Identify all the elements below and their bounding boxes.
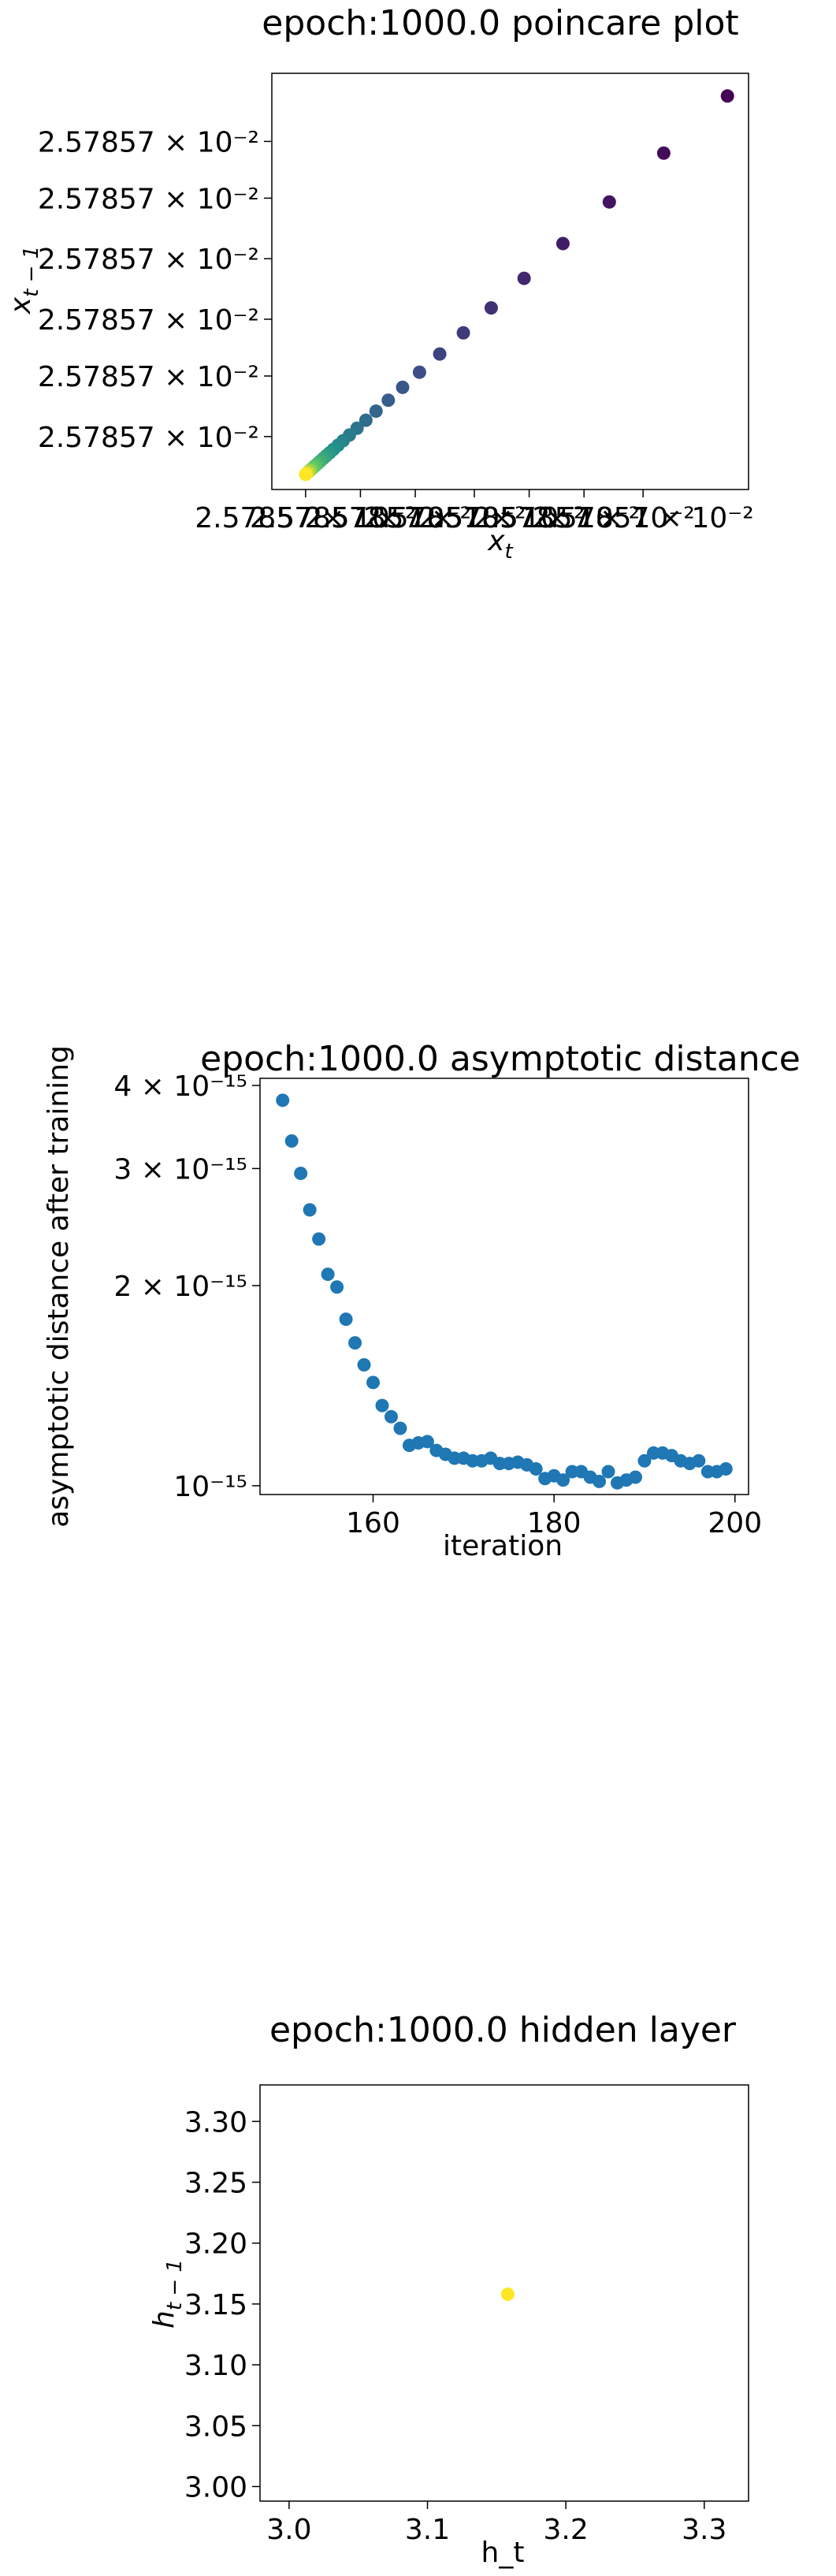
plot-frame	[271, 73, 749, 490]
data-point	[637, 1454, 652, 1468]
x-tick-label: 3.2	[544, 2514, 589, 2546]
data-point	[375, 1398, 389, 1413]
data-point	[517, 271, 531, 285]
data-point	[529, 1461, 543, 1476]
x-tick-label: 200	[708, 1507, 762, 1539]
chart-title: epoch:1000.0 hidden layer	[269, 2010, 737, 2050]
data-point	[330, 1280, 344, 1294]
x-tick-label: 2.57857 × 10⁻²	[474, 502, 695, 534]
data-point	[719, 1461, 733, 1476]
x-axis: 3.0 3.1 3.2 3.3	[266, 2501, 726, 2546]
x-tick-label: 3.1	[405, 2514, 450, 2546]
data-point	[484, 301, 498, 315]
x-tick-label: 2.57857 × 10⁻²	[533, 502, 754, 534]
y-tick-label: 2.57857 × 10⁻²	[38, 304, 259, 337]
x-tick-label: 180	[527, 1507, 581, 1539]
data-point	[366, 1375, 381, 1390]
y-tick-label: 2.57857 × 10⁻²	[38, 183, 259, 215]
y-tick-label: 3.00	[184, 2471, 247, 2503]
data-point	[359, 413, 373, 427]
x-axis-label-subscript: t	[505, 540, 514, 564]
data-point	[601, 1465, 615, 1479]
y-tick-label: 3.25	[184, 2168, 247, 2200]
svg-text:ht − 1: ht − 1	[148, 2259, 187, 2328]
y-tick-label: 2.57857 × 10⁻²	[38, 244, 259, 276]
data-point	[556, 1473, 570, 1487]
data-point	[369, 404, 383, 419]
y-axis-label: asymptotic distance after training	[43, 1045, 75, 1528]
y-tick-label: 2.57857 × 10⁻²	[38, 422, 259, 454]
y-axis-label-subscript: t − 1	[20, 246, 43, 297]
x-axis: 2.57857 × 10⁻²2.57857 × 10⁻²2.57857 × 10…	[195, 490, 754, 534]
data-point	[294, 1167, 308, 1181]
plot-frame	[259, 2084, 749, 2502]
y-axis: 10⁻¹⁵ 2 × 10⁻¹⁵ 3 × 10⁻¹⁵ 4 × 10⁻¹⁵	[113, 1070, 260, 1503]
data-point	[433, 347, 447, 361]
y-axis: 3.00 3.05 3.10 3.15 3.20 3.25 3.30	[184, 2106, 260, 2503]
y-tick-label: 2 × 10⁻¹⁵	[113, 1271, 247, 1303]
data-point	[348, 1336, 362, 1350]
data-point	[692, 1454, 706, 1468]
y-tick-label: 3.05	[184, 2410, 247, 2443]
y-tick-label: 3.30	[184, 2106, 247, 2139]
data-point	[393, 1421, 407, 1435]
data-point	[357, 1357, 371, 1372]
x-tick-label: 2.57857 × 10⁻²	[304, 502, 526, 534]
x-axis-label: iteration	[443, 1530, 563, 1562]
data-point	[284, 1134, 299, 1148]
x-tick-label: 160	[346, 1507, 400, 1539]
poincare-plot: epoch:1000.0 poincare plot 2.57857 × 10⁻…	[5, 3, 754, 564]
data-point	[602, 195, 616, 209]
hidden-layer-plot: epoch:1000.0 hidden layer 3.0 3.1 3.2 3.3 3…	[148, 2010, 749, 2569]
asymptotic-distance-plot: epoch:1000.0 asymptotic distance 160 180 2…	[43, 1039, 801, 1562]
y-tick-label: 4 × 10⁻¹⁵	[113, 1070, 247, 1103]
y-tick-label: 10⁻¹⁵	[173, 1471, 247, 1503]
data-point	[276, 1093, 290, 1107]
data-point	[303, 1203, 317, 1217]
data-point	[381, 393, 396, 408]
data-point	[628, 1470, 642, 1484]
data-point	[339, 1312, 353, 1327]
y-tick-label: 3.15	[184, 2289, 247, 2321]
y-axis: 2.57857 × 10⁻² 2.57857 × 10⁻² 2.57857 × 10…	[38, 126, 272, 454]
data-point	[456, 326, 470, 340]
data-point	[656, 146, 671, 160]
x-tick-label: 3.0	[266, 2514, 311, 2546]
data-point	[396, 380, 410, 394]
chart-title: epoch:1000.0 asymptotic distance	[200, 1039, 801, 1079]
data-point	[412, 365, 426, 379]
x-tick-label: 3.3	[682, 2514, 726, 2546]
data-point	[555, 236, 570, 251]
data-points	[500, 2288, 515, 2302]
chart-title: epoch:1000.0 poincare plot	[262, 3, 738, 43]
data-points	[276, 1093, 733, 1490]
data-point	[384, 1409, 398, 1424]
x-tick-label: 2.57857 × 10⁻²	[363, 502, 585, 534]
y-tick-label: 2.57857 × 10⁻²	[38, 126, 259, 158]
data-points	[299, 89, 734, 482]
data-point	[321, 1268, 335, 1282]
data-point	[299, 467, 313, 482]
data-point	[500, 2288, 515, 2302]
data-point	[593, 1474, 607, 1488]
data-point	[720, 89, 734, 103]
x-axis: 160 180 200	[346, 1495, 762, 1539]
data-point	[312, 1232, 326, 1246]
data-point	[420, 1435, 434, 1449]
x-tick-label: 2.57857 × 10⁻²	[418, 502, 640, 534]
x-tick-label: 2.57857 × 10⁻²	[250, 502, 471, 534]
x-tick-label: 2.57857 × 10⁻²	[195, 502, 416, 534]
y-tick-label: 3 × 10⁻¹⁵	[113, 1153, 247, 1186]
plot-frame	[259, 1078, 749, 1495]
x-axis-label: h_t	[481, 2537, 525, 2569]
y-tick-label: 3.10	[184, 2350, 247, 2382]
y-axis-label-subscript: t − 1	[163, 2259, 187, 2310]
y-axis-label: ht − 1	[148, 2259, 187, 2328]
y-tick-label: 2.57857 × 10⁻²	[38, 361, 259, 393]
y-tick-label: 3.20	[184, 2228, 247, 2261]
